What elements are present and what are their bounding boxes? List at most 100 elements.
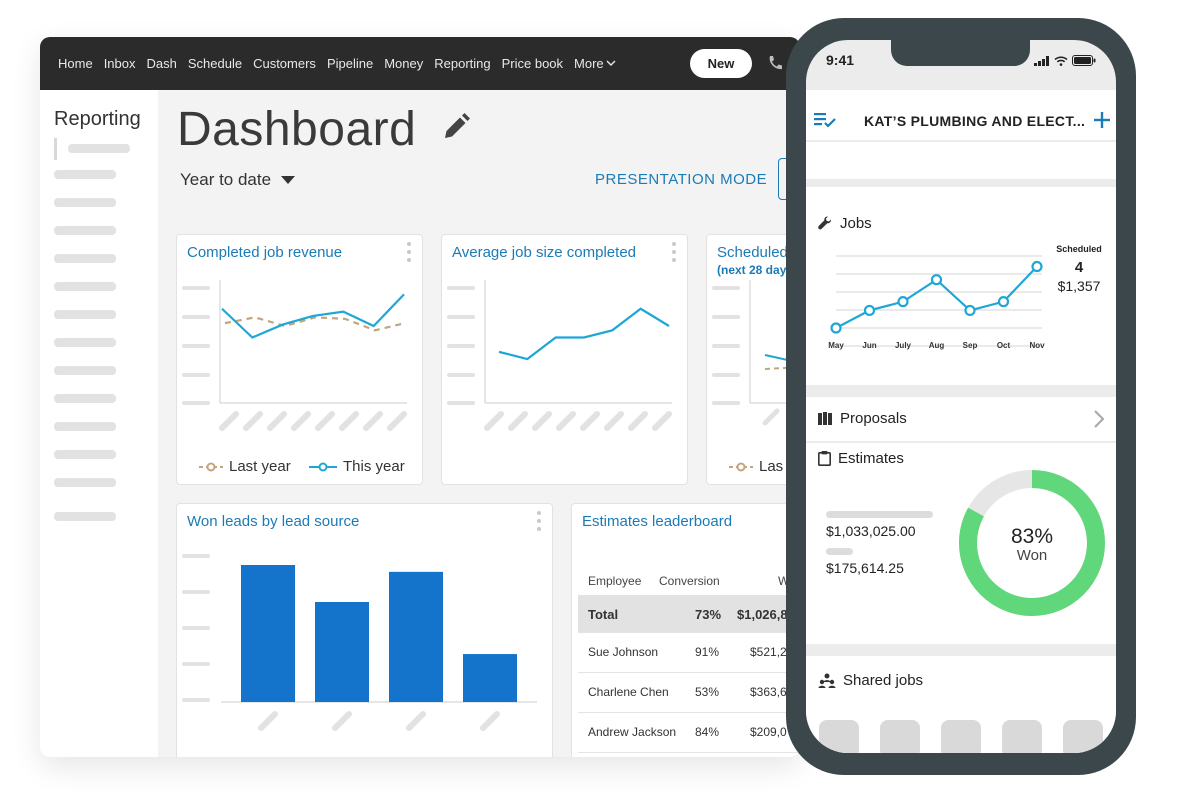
x-tick-label: May xyxy=(828,341,844,350)
shared-jobs-section[interactable]: Shared jobs xyxy=(806,656,1116,712)
phone-icon[interactable] xyxy=(766,54,784,72)
estimates-section[interactable]: Estimates $1,033,025.00 $175,614.25 83% … xyxy=(806,443,1116,644)
bottom-nav-item[interactable] xyxy=(941,720,981,753)
sidebar-item[interactable] xyxy=(54,170,116,179)
kebab-menu-icon[interactable] xyxy=(672,242,676,262)
data-point xyxy=(830,322,842,334)
nav-money[interactable]: Money xyxy=(384,56,424,71)
shared-jobs-label-row: Shared jobs xyxy=(818,672,923,689)
bottom-nav-item[interactable] xyxy=(1002,720,1042,753)
plus-icon[interactable] xyxy=(1094,112,1110,128)
sidebar-item[interactable] xyxy=(54,478,116,487)
average-job-series xyxy=(498,307,670,361)
legend-line-marker xyxy=(309,462,337,471)
card-subtitle: (next 28 day xyxy=(717,263,787,277)
legend-label: This year xyxy=(343,458,405,475)
cell-conversion: 84% xyxy=(695,725,720,739)
table-row[interactable]: Andrew Jackson 84% $209,0 xyxy=(578,713,798,753)
x-tick-label xyxy=(508,411,528,431)
status-time: 9:41 xyxy=(826,52,855,68)
sidebar-item[interactable] xyxy=(54,394,116,403)
won-leads-bar-chart xyxy=(182,554,537,731)
sidebar-item[interactable] xyxy=(54,338,116,347)
donut-won-arc xyxy=(959,470,1105,616)
nav-more[interactable]: More xyxy=(574,56,616,71)
sidebar-item[interactable] xyxy=(54,310,116,319)
nav-dash[interactable]: Dash xyxy=(146,56,177,71)
won-percent: 83% xyxy=(1010,525,1054,548)
sidebar-item[interactable] xyxy=(54,450,116,459)
x-tick-labels xyxy=(484,411,672,431)
cell-employee: Total xyxy=(588,607,619,622)
chevron-right-icon[interactable] xyxy=(1094,410,1104,428)
x-tick-label xyxy=(480,711,500,731)
x-tick-label: Nov xyxy=(1029,341,1045,350)
jobs-line-chart: May Jun July Aug Sep Oct Nov xyxy=(828,255,1045,350)
x-tick-label xyxy=(387,411,407,431)
jobs-section[interactable]: Jobs May Jun July Aug Sep Oct Nov Scheduled 4 … xyxy=(806,187,1116,385)
nav-schedule[interactable]: Schedule xyxy=(187,56,243,71)
table-row-total[interactable]: Total 73% $1,026,8 xyxy=(578,595,798,633)
y-tick-label xyxy=(182,344,210,348)
presentation-mode-link[interactable]: PRESENTATION MODE xyxy=(595,171,768,188)
desktop-app-window: Home Inbox Dash Schedule Customers Pipel… xyxy=(40,37,800,757)
kebab-menu-icon[interactable] xyxy=(537,511,541,531)
table-row[interactable]: Charlene Chen 53% $363,6 xyxy=(578,673,798,713)
bar-series xyxy=(241,565,517,702)
column-header-won: W xyxy=(778,574,790,588)
nav-price-book[interactable]: Price book xyxy=(501,56,564,71)
nav-customers[interactable]: Customers xyxy=(253,56,316,71)
y-tick-label xyxy=(712,286,740,290)
won-label: Won xyxy=(1016,547,1048,564)
bottom-nav-item[interactable] xyxy=(819,720,859,753)
new-button[interactable]: New xyxy=(690,49,752,78)
sidebar-item[interactable] xyxy=(54,226,116,235)
sidebar-active-indicator xyxy=(54,138,57,160)
nav-pipeline[interactable]: Pipeline xyxy=(326,56,374,71)
data-point xyxy=(897,296,909,308)
x-tick-label xyxy=(219,411,239,431)
status-icons xyxy=(1034,55,1096,66)
date-range-dropdown[interactable]: Year to date xyxy=(180,170,296,190)
card-title: Average job size completed xyxy=(452,244,636,261)
cell-employee: Andrew Jackson xyxy=(588,725,677,739)
sidebar-item[interactable] xyxy=(54,422,116,431)
proposals-section[interactable]: Proposals xyxy=(806,397,1116,441)
proposals-label: Proposals xyxy=(840,410,907,427)
table-row[interactable]: Sue Johnson 91% $521,2 xyxy=(578,633,798,673)
bottom-nav-item[interactable] xyxy=(880,720,920,753)
legend-label: Las xyxy=(759,458,784,475)
x-tick-label xyxy=(363,411,383,431)
scheduled-label: Scheduled xyxy=(1056,244,1102,254)
sidebar-item[interactable] xyxy=(54,366,116,375)
y-tick-label xyxy=(447,344,475,348)
date-range-value: Year to date xyxy=(180,170,272,189)
phone-bottom-nav xyxy=(806,712,1116,753)
pencil-icon[interactable] xyxy=(441,112,471,142)
won-leads-card: Won leads by lead source xyxy=(176,503,553,757)
cell-won: $209,0 xyxy=(750,725,787,739)
shared-jobs-label: Shared jobs xyxy=(843,672,924,689)
sidebar-item[interactable] xyxy=(68,144,130,153)
y-tick-label xyxy=(712,315,740,319)
column-header-conversion: Conversion xyxy=(659,574,720,588)
folder-icon xyxy=(818,412,832,425)
x-tick-label xyxy=(406,711,426,731)
sidebar-item[interactable] xyxy=(54,198,116,207)
nav-home[interactable]: Home xyxy=(58,56,93,71)
wrench-icon xyxy=(818,216,832,230)
bottom-nav-item[interactable] xyxy=(1063,720,1103,753)
top-navigation-bar: Home Inbox Dash Schedule Customers Pipel… xyxy=(40,37,800,90)
list-check-icon[interactable] xyxy=(814,112,836,128)
sidebar-item[interactable] xyxy=(54,282,116,291)
bar xyxy=(463,654,517,702)
sidebar-item[interactable] xyxy=(54,512,116,521)
revenue-series xyxy=(221,293,406,339)
nav-inbox[interactable]: Inbox xyxy=(103,56,136,71)
kebab-menu-icon[interactable] xyxy=(407,242,411,262)
x-tick-label xyxy=(652,411,672,431)
data-point xyxy=(964,304,976,317)
nav-reporting[interactable]: Reporting xyxy=(434,56,491,71)
sidebar-item[interactable] xyxy=(54,254,116,263)
cell-conversion: 91% xyxy=(695,645,720,659)
